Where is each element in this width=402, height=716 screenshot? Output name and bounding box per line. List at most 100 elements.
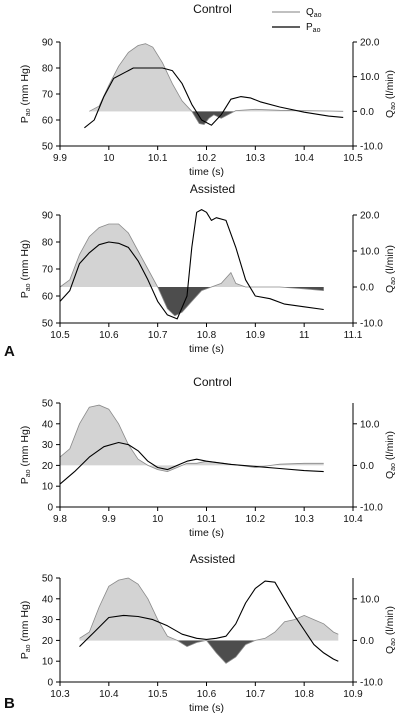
- x-tick-label: 10.4: [99, 689, 119, 700]
- label-unit: (l/min): [384, 70, 396, 102]
- legend: Qao Pao: [272, 7, 322, 34]
- panel-letter-b: B: [4, 695, 15, 712]
- label-main: Q: [384, 285, 396, 293]
- right-tick-label: 10.0: [360, 594, 380, 605]
- left-tick-label: 60: [42, 292, 54, 303]
- left-tick-label: 90: [42, 38, 54, 49]
- right-axis-label: Qao (l/min): [384, 606, 397, 654]
- label-sub: ao: [390, 277, 397, 285]
- left-axis-label: Pao (mm Hg): [19, 601, 32, 660]
- left-axis-label: Pao (mm Hg): [19, 240, 32, 299]
- x-tick-label: 11: [299, 330, 310, 341]
- label-unit: (l/min): [384, 606, 396, 638]
- legend-flow-label: Qao: [306, 7, 322, 19]
- chart-title: Assisted: [190, 552, 235, 566]
- left-tick-label: 20: [42, 636, 54, 647]
- label-unit: (l/min): [384, 245, 396, 277]
- right-tick-label: -10.0: [360, 678, 383, 689]
- label-sub: ao: [25, 469, 32, 477]
- charts-group: Control 50 60 70 80 90 -10.0 0.0 10.0 20.0 9.9 10 10…: [19, 2, 397, 714]
- right-tick-label: 20.0: [360, 211, 380, 222]
- label-main: P: [19, 291, 31, 298]
- x-tick-label: 10.7: [148, 330, 168, 341]
- x-tick-label: 11.1: [344, 330, 363, 341]
- left-tick-label: 20: [42, 461, 54, 472]
- right-tick-label: 0.0: [360, 283, 374, 294]
- right-tick-label: -10.0: [360, 503, 383, 514]
- right-tick-label: 10.0: [360, 419, 380, 430]
- left-tick-label: 10: [42, 657, 54, 668]
- left-tick-label: 90: [42, 211, 54, 222]
- label-main: P: [19, 116, 31, 123]
- label-unit: (mm Hg): [19, 65, 31, 109]
- x-tick-label: 9.9: [102, 514, 116, 525]
- left-axis-label: Pao (mm Hg): [19, 426, 32, 485]
- right-axis-label: Qao (l/min): [384, 431, 397, 479]
- flow-area-positive: [79, 578, 339, 641]
- x-tick-label: 10.5: [343, 153, 363, 164]
- label-unit: (mm Hg): [19, 426, 31, 470]
- label-unit: (mm Hg): [19, 601, 31, 645]
- x-axis-label: time (s): [189, 702, 224, 714]
- left-tick-label: 0: [47, 678, 53, 689]
- x-tick-label: 10.6: [99, 330, 119, 341]
- left-tick-label: 80: [42, 238, 54, 249]
- chart-1: Control 50 60 70 80 90 -10.0 0.0 10.0 20.0 9.9 10 10…: [19, 2, 397, 178]
- right-axis-label: Qao (l/min): [384, 70, 397, 118]
- x-axis-label: time (s): [189, 343, 224, 355]
- right-tick-label: -10.0: [360, 319, 383, 330]
- x-tick-label: 10.4: [343, 514, 363, 525]
- label-sub: ao: [390, 102, 397, 110]
- label-sub: ao: [25, 283, 32, 291]
- x-tick-label: 10.3: [246, 153, 266, 164]
- chart-title: Assisted: [190, 182, 235, 196]
- right-tick-label: -10.0: [360, 142, 383, 153]
- x-tick-label: 10.5: [50, 330, 70, 341]
- x-tick-label: 10.8: [197, 330, 217, 341]
- x-tick-label: 10.2: [246, 514, 266, 525]
- left-tick-label: 60: [42, 116, 54, 127]
- x-axis-label: time (s): [189, 166, 224, 178]
- flow-area-positive: [60, 405, 324, 466]
- left-tick-label: 80: [42, 64, 54, 75]
- left-tick-label: 40: [42, 594, 54, 605]
- left-tick-label: 50: [42, 142, 54, 153]
- pressure-line: [84, 67, 344, 129]
- right-tick-label: 0.0: [360, 461, 374, 472]
- label-main: Q: [384, 110, 396, 118]
- left-tick-label: 70: [42, 265, 54, 276]
- chart-2: Assisted 50 60 70 80 90 -10.0 0.0 10.0 20.0 10.5 10…: [19, 182, 397, 355]
- x-tick-label: 10.9: [343, 689, 363, 700]
- x-tick-label: 10.7: [246, 689, 266, 700]
- right-tick-label: 0.0: [360, 636, 374, 647]
- chart-title: Control: [193, 375, 232, 389]
- x-tick-label: 10.3: [50, 689, 70, 700]
- chart-title: Control: [193, 2, 232, 16]
- left-tick-label: 0: [47, 503, 53, 514]
- x-tick-label: 10.4: [294, 153, 314, 164]
- pressure-line: [59, 441, 324, 485]
- left-tick-label: 40: [42, 419, 54, 430]
- label-main: Q: [384, 471, 396, 479]
- left-tick-label: 50: [42, 319, 54, 330]
- x-tick-label: 10.9: [246, 330, 266, 341]
- x-tick-label: 10.6: [197, 689, 217, 700]
- label-sub: ao: [390, 638, 397, 646]
- label-sub: ao: [25, 644, 32, 652]
- left-tick-label: 50: [42, 574, 54, 585]
- x-tick-label: 10: [152, 514, 164, 525]
- right-tick-label: 10.0: [360, 247, 380, 258]
- left-tick-label: 10: [42, 482, 54, 493]
- flow-line: [59, 223, 324, 317]
- left-axis-label: Pao (mm Hg): [19, 65, 32, 124]
- panel-letter-a: A: [4, 343, 15, 360]
- pressure-line: [59, 209, 324, 320]
- chart-4: Assisted 0 10 20 30 40 50 -10.0 0.0 10.0 10.3 10.4 1…: [19, 552, 397, 714]
- legend-pressure-label: Pao: [306, 22, 321, 34]
- label-main: Q: [384, 646, 396, 654]
- label-main: P: [19, 652, 31, 659]
- x-tick-label: 10.1: [197, 514, 217, 525]
- x-tick-label: 9.8: [53, 514, 67, 525]
- x-tick-label: 10.1: [148, 153, 168, 164]
